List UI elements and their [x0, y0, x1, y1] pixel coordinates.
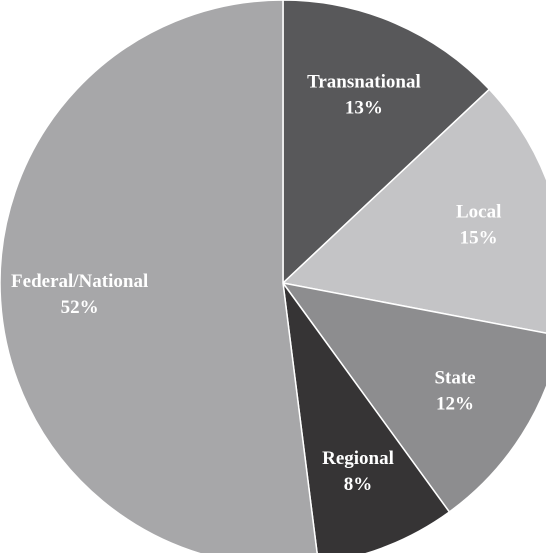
slice-value-label: 15% — [460, 228, 498, 249]
slice-value-label: 12% — [436, 394, 474, 415]
pie-slice — [282, 282, 451, 553]
slice-value-label: 52% — [61, 297, 99, 318]
slice-label: Regional — [322, 448, 394, 469]
slice-label: Transnational — [307, 71, 421, 92]
pie-slice — [0, 0, 318, 553]
slice-label: Local — [456, 202, 501, 223]
slice-value-label: 8% — [344, 474, 373, 495]
slice-value-label: 13% — [345, 97, 383, 118]
slice-label: State — [434, 368, 475, 389]
slice-label: Federal/National — [11, 271, 148, 292]
pie-slice — [281, 281, 546, 513]
pie-slice — [281, 88, 546, 334]
pie-slice — [282, 0, 491, 285]
